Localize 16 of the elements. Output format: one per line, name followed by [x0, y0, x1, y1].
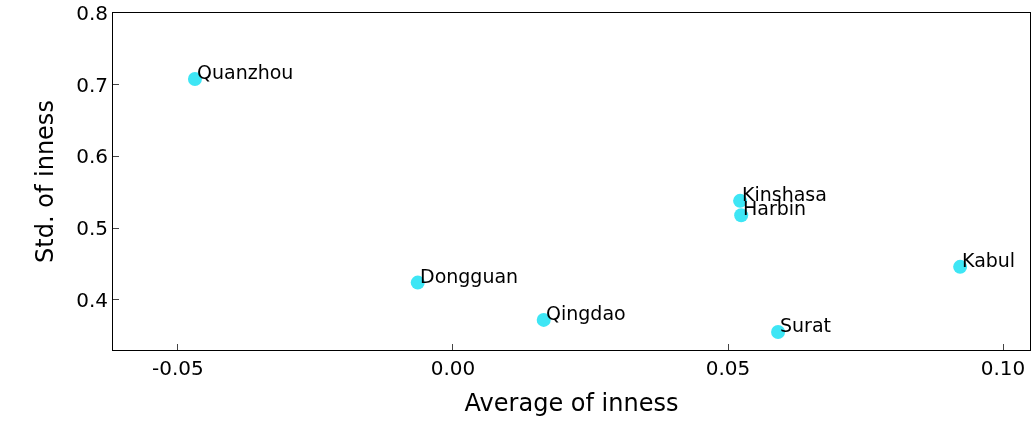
annotation: Qingdao: [546, 302, 626, 324]
annotation: Surat: [780, 314, 832, 336]
y-tick-label: 0.5: [76, 216, 108, 241]
x-tick-label: 0.10: [980, 356, 1026, 380]
y-tick-label: 0.4: [76, 287, 108, 312]
y-tick-label: 0.8: [76, 1, 108, 25]
annotation: Kabul: [962, 249, 1016, 271]
annotation: Quanzhou: [197, 61, 294, 83]
x-tick-label: -0.05: [152, 356, 204, 380]
x-tick-label: 0.00: [430, 356, 476, 380]
y-tick-label: 0.6: [76, 144, 108, 169]
y-tick-label: 0.7: [76, 72, 108, 97]
annotation: Dongguan: [420, 265, 519, 287]
y-axis-title: Std. of inness: [31, 100, 60, 263]
x-axis-title: Average of inness: [464, 389, 679, 418]
x-tick-label: 0.05: [705, 356, 751, 380]
